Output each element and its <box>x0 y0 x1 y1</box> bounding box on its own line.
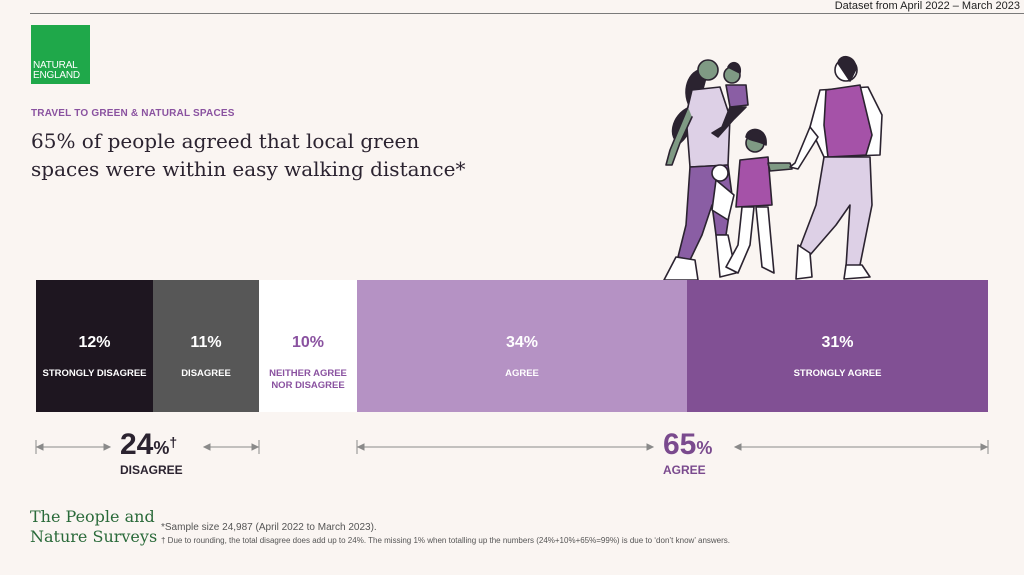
segment-value: 34% <box>505 334 539 351</box>
survey-brand: The People and Nature Surveys <box>30 507 157 547</box>
segment-label: STRONGLY AGREE <box>793 368 882 379</box>
segment-label: NEITHER AGREE NOR DISAGREE <box>269 368 347 391</box>
stacked-bar: 12% STRONGLY DISAGREE 11% DISAGREE 10% N… <box>36 280 988 412</box>
range-arrowhead <box>103 443 112 451</box>
page-title: 65% of people agreed that local green sp… <box>31 129 466 181</box>
segment-value: 31% <box>821 334 854 351</box>
agree-total-label: AGREE <box>663 463 706 477</box>
disagree-total-unit: % <box>153 438 170 458</box>
segment-value: 11% <box>190 334 222 351</box>
range-arrowhead <box>646 443 655 451</box>
logo-line2: ENGLAND <box>33 70 80 81</box>
segment-value: 12% <box>78 334 111 351</box>
disagree-total-label: DISAGREE <box>120 463 183 477</box>
range-arrowhead <box>733 443 742 451</box>
bar-segment-strongly-agree: 31% STRONGLY AGREE <box>687 280 988 412</box>
agree-total-value: 65% <box>663 430 712 463</box>
rounding-note: † Due to rounding, the total disagree do… <box>161 536 731 545</box>
dataset-range: Dataset from April 2022 – March 2023 <box>834 0 1020 12</box>
range-arrowhead <box>980 443 989 451</box>
disagree-total-number: 24 <box>120 428 154 461</box>
range-arrowhead <box>251 443 260 451</box>
group-range-arrows <box>35 440 989 454</box>
segment-label: STRONGLY DISAGREE <box>42 368 147 379</box>
agree-total-unit: % <box>696 438 713 458</box>
range-arrowhead <box>202 443 211 451</box>
family-walking-illustration <box>663 56 883 281</box>
bar-segment-disagree: 11% DISAGREE <box>153 280 259 412</box>
range-arrowhead <box>356 443 365 451</box>
section-eyebrow: TRAVEL TO GREEN & NATURAL SPACES <box>31 108 235 119</box>
natural-england-logo: NATURAL ENGLAND <box>31 25 90 84</box>
segment-value: 10% <box>291 334 325 351</box>
segment-label: DISAGREE <box>181 368 231 379</box>
bar-segment-strongly-disagree: 12% STRONGLY DISAGREE <box>36 280 153 412</box>
brand-line1: The People and <box>30 507 155 526</box>
segment-label: AGREE <box>505 368 539 379</box>
dagger-mark: † <box>169 434 178 450</box>
bar-segment-neither: 10% NEITHER AGREE NOR DISAGREE <box>259 280 357 412</box>
disagree-total-value: 24%† <box>120 430 177 463</box>
sample-size-note: *Sample size 24,987 (April 2022 to March… <box>161 522 377 533</box>
agree-total-number: 65 <box>663 428 697 461</box>
brand-line2: Nature Surveys <box>30 527 158 546</box>
logo-line1: NATURAL <box>33 60 78 71</box>
range-arrowhead <box>35 443 44 451</box>
top-rule <box>30 13 1024 14</box>
bar-segment-agree: 34% AGREE <box>357 280 687 412</box>
